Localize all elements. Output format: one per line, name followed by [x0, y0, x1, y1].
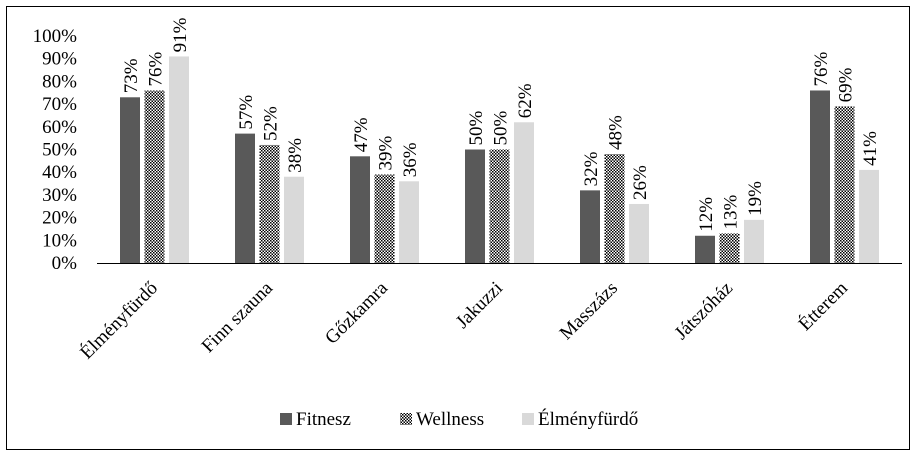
legend-swatch [400, 413, 412, 425]
bar [235, 133, 255, 263]
y-tick-label: 40% [42, 162, 77, 183]
y-tick-label: 70% [42, 94, 77, 115]
legend-swatch [280, 413, 292, 425]
data-label: 36% [400, 142, 421, 177]
bar [259, 144, 280, 263]
data-label: 91% [170, 17, 191, 52]
data-label: 50% [491, 111, 512, 146]
bar [695, 235, 715, 263]
data-label: 73% [121, 58, 142, 93]
legend: Fitnesz Wellness Élményfürdő [280, 408, 638, 430]
bar [719, 233, 740, 263]
data-label: 76% [146, 51, 167, 86]
bar [350, 156, 370, 263]
y-tick-label: 50% [42, 140, 77, 161]
data-label: 13% [721, 194, 742, 229]
data-label: 38% [285, 138, 306, 173]
y-tick-label: 0% [52, 253, 78, 274]
data-label: 39% [376, 135, 397, 170]
bar [744, 219, 764, 263]
x-tick-label: Finn szauna [198, 277, 278, 357]
bar [399, 181, 419, 263]
x-tick-label: Játszóház [671, 278, 737, 344]
bar [859, 169, 879, 263]
x-tick-label: Jakuzzi [452, 278, 507, 333]
data-label: 62% [515, 83, 536, 118]
x-tick-label: Masszázs [556, 278, 622, 344]
data-label: 69% [836, 67, 857, 102]
bar [144, 90, 165, 263]
bar [489, 149, 510, 263]
value-labels-layer: 73% 76%91%57% 52%38%47%39% 36%50% 50%62%32%4… [121, 17, 881, 231]
y-tick-label: 90% [42, 49, 77, 70]
data-label: 26% [630, 165, 651, 200]
data-label: 32% [581, 151, 602, 186]
y-tick-label: 20% [42, 208, 77, 229]
data-label: 50% [466, 111, 487, 146]
data-label: 19% [745, 181, 766, 216]
data-label: 76% [811, 51, 832, 86]
bar [629, 203, 649, 263]
bar [465, 149, 485, 263]
x-tick-label: Étterem [794, 277, 852, 335]
data-label: 52% [261, 106, 282, 141]
data-label: 48% [606, 115, 627, 150]
bar [810, 90, 830, 263]
bar [514, 122, 534, 263]
bar [120, 97, 140, 263]
legend-label: Fitnesz [296, 409, 351, 430]
bar [580, 190, 600, 263]
bars-layer [120, 56, 879, 264]
data-label: 41% [860, 131, 881, 166]
y-tick-label: 30% [42, 185, 77, 206]
data-label: 57% [236, 95, 257, 130]
x-tick-label: Gőzkamra [321, 277, 392, 348]
y-tick-label: 60% [42, 117, 77, 138]
data-label: 12% [696, 197, 717, 232]
legend-swatch [522, 413, 534, 425]
bar [169, 56, 189, 264]
legend-label: Wellness [416, 409, 484, 430]
bar [374, 174, 395, 263]
y-tick-label: 100% [33, 26, 78, 47]
bar [834, 106, 855, 264]
bar [284, 176, 304, 263]
x-tick-label: Élményfürdő [76, 277, 162, 363]
y-tick-label: 80% [42, 71, 77, 92]
y-tick-label: 10% [42, 230, 77, 251]
legend-label: Élményfürdő [538, 408, 638, 430]
bar [604, 154, 625, 263]
data-label: 47% [351, 117, 372, 152]
